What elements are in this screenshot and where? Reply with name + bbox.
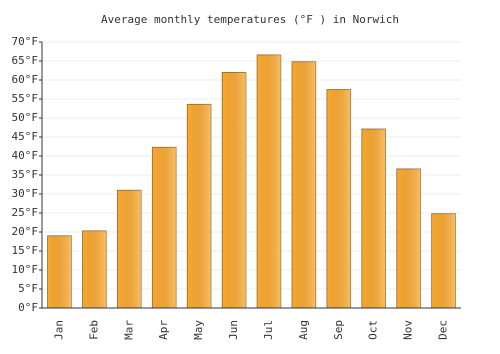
x-tick-label: Nov xyxy=(402,320,415,340)
bar-shade xyxy=(326,89,351,308)
x-tick-label: Apr xyxy=(157,320,170,340)
x-tick-label: Sep xyxy=(332,320,345,340)
y-tick-label: 60°F xyxy=(12,73,39,86)
bar-shade xyxy=(47,235,72,308)
x-tick-label: Jan xyxy=(52,320,65,340)
y-tick-label: 40°F xyxy=(12,149,39,162)
y-tick-label: 5°F xyxy=(18,282,38,295)
bar-shade xyxy=(152,147,177,308)
x-tick-label: Jul xyxy=(262,320,275,340)
bar-shade xyxy=(361,129,386,308)
bar-shade xyxy=(82,230,107,308)
bar-shade xyxy=(431,213,456,308)
x-tick-label: Aug xyxy=(297,320,310,340)
x-tick-label: May xyxy=(192,320,205,340)
y-tick-label: 10°F xyxy=(12,263,39,276)
bar-shade xyxy=(117,190,142,308)
y-tick-label: 0°F xyxy=(18,301,38,314)
bar-shade xyxy=(292,61,316,309)
y-tick-label: 35°F xyxy=(12,168,39,181)
y-tick-label: 50°F xyxy=(12,111,39,124)
y-tick-label: 30°F xyxy=(12,187,39,200)
y-tick-label: 25°F xyxy=(12,206,39,219)
y-tick-label: 70°F xyxy=(12,35,39,48)
bar-shade xyxy=(187,104,211,308)
y-tick-label: 55°F xyxy=(12,92,39,105)
x-tick-label: Feb xyxy=(87,320,100,340)
y-tick-label: 20°F xyxy=(12,225,39,238)
bar-shade xyxy=(222,72,246,309)
x-tick-label: Jun xyxy=(227,320,240,340)
y-tick-label: 65°F xyxy=(12,54,39,67)
y-tick-label: 45°F xyxy=(12,130,39,143)
x-tick-label: Oct xyxy=(367,320,380,340)
x-tick-label: Dec xyxy=(437,320,450,340)
x-tick-label: Mar xyxy=(122,320,135,340)
bar-shade xyxy=(396,168,421,308)
bar-shade xyxy=(257,54,281,308)
chart-title: Average monthly temperatures (°F ) in No… xyxy=(101,13,399,26)
y-tick-label: 15°F xyxy=(12,244,39,257)
